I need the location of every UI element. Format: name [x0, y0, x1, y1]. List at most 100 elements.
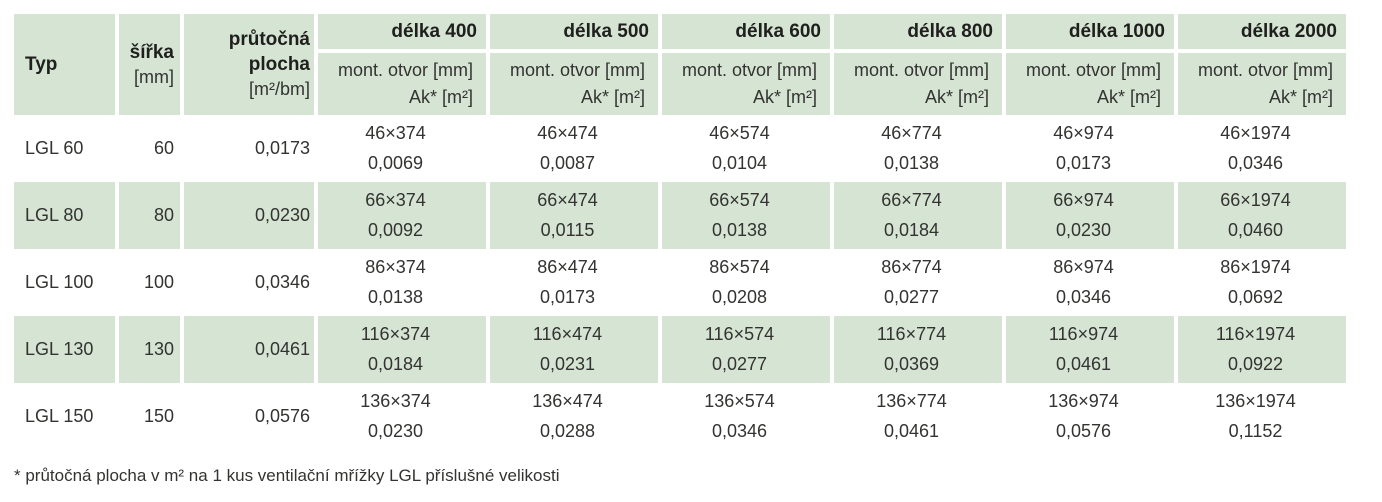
- mont-otvor-value: 66×774: [881, 190, 942, 211]
- subheader-ak: Ak* [m²]: [924, 87, 989, 108]
- ak-value: 0,0230: [1055, 219, 1112, 240]
- mont-otvor-value: 136×374: [360, 391, 431, 412]
- sirka-value: 150: [143, 406, 174, 426]
- mont-otvor-value: 66×574: [709, 190, 770, 211]
- cell-delka-800: 116×774 0,0369: [834, 316, 1002, 383]
- mont-otvor-value: 46×374: [365, 123, 426, 144]
- mont-otvor-value: 46×974: [1053, 123, 1114, 144]
- plocha-value: 0,0576: [254, 406, 310, 426]
- table-row-lgl-100: LGL 100 100 0,0346 86×374 0,0138 86×474 0,…: [14, 249, 1346, 316]
- ak-value: 0,0277: [883, 286, 940, 307]
- cell-delka-600: 86×574 0,0208: [662, 249, 830, 316]
- subheader-ak: Ak* [m²]: [580, 87, 645, 108]
- header-plocha-unit: [m²/bm]: [249, 79, 310, 99]
- subheader-ak: Ak* [m²]: [408, 87, 473, 108]
- mont-otvor-value: 66×1974: [1220, 190, 1291, 211]
- header-sirka-label: šířka: [129, 41, 174, 63]
- ak-value: 0,0692: [1227, 286, 1284, 307]
- cell-delka-2000: 46×1974 0,0346: [1178, 115, 1346, 182]
- ak-value: 0,0576: [1055, 420, 1112, 441]
- ak-value: 0,0277: [711, 353, 768, 374]
- ak-value: 0,0346: [1055, 286, 1112, 307]
- mont-otvor-value: 86×374: [365, 257, 426, 278]
- mont-otvor-value: 136×1974: [1215, 391, 1296, 412]
- header-divider: [834, 49, 1002, 53]
- subheader-ak: Ak* [m²]: [1268, 87, 1333, 108]
- mont-otvor-value: 86×574: [709, 257, 770, 278]
- typ-value: LGL 60: [25, 138, 84, 158]
- mont-otvor-value: 116×374: [360, 324, 431, 345]
- mont-otvor-value: 116×474: [532, 324, 603, 345]
- sirka-value: 60: [153, 138, 174, 158]
- mont-otvor-value: 46×474: [537, 123, 598, 144]
- cell-typ: LGL 80: [14, 182, 115, 249]
- cell-delka-2000: 66×1974 0,0460: [1178, 182, 1346, 249]
- cell-delka-2000: 136×1974 0,1152: [1178, 383, 1346, 450]
- cell-delka-600: 116×574 0,0277: [662, 316, 830, 383]
- cell-delka-400: 116×374 0,0184: [318, 316, 486, 383]
- ak-value: 0,0138: [367, 286, 424, 307]
- ak-value: 0,0184: [367, 353, 424, 374]
- header-prutocna-plocha: průtočná plocha [m²/bm]: [184, 14, 314, 115]
- delka-800-label: délka 800: [907, 20, 993, 42]
- table-row-lgl-130: LGL 130 130 0,0461 116×374 0,0184 116×474…: [14, 316, 1346, 383]
- cell-delka-400: 86×374 0,0138: [318, 249, 486, 316]
- ak-value: 0,0460: [1227, 219, 1284, 240]
- ak-value: 0,0461: [1055, 353, 1112, 374]
- subheader-mont-otvor: mont. otvor [mm]: [509, 59, 645, 80]
- cell-sirka: 80: [119, 182, 180, 249]
- cell-delka-600: 66×574 0,0138: [662, 182, 830, 249]
- ak-value: 0,0173: [539, 286, 596, 307]
- cell-typ: LGL 130: [14, 316, 115, 383]
- delka-2000-label: délka 2000: [1240, 20, 1337, 42]
- ak-value: 0,0138: [883, 152, 940, 173]
- cell-delka-400: 136×374 0,0230: [318, 383, 486, 450]
- cell-sirka: 130: [119, 316, 180, 383]
- subheader-ak: Ak* [m²]: [752, 87, 817, 108]
- sirka-value: 80: [153, 205, 174, 225]
- mont-otvor-value: 66×474: [537, 190, 598, 211]
- cell-sirka: 100: [119, 249, 180, 316]
- delka-400-label: délka 400: [391, 20, 477, 42]
- cell-delka-1000: 66×974 0,0230: [1006, 182, 1174, 249]
- ak-value: 0,0922: [1227, 353, 1284, 374]
- header-divider: [1006, 49, 1174, 53]
- subheader-mont-otvor: mont. otvor [mm]: [681, 59, 817, 80]
- ak-value: 0,1152: [1228, 420, 1283, 441]
- subheader-mont-otvor: mont. otvor [mm]: [337, 59, 473, 80]
- table-row-lgl-60: LGL 60 60 0,0173 46×374 0,0069 46×474 0,00…: [14, 115, 1346, 182]
- sirka-value: 130: [143, 339, 174, 359]
- header-typ: Typ: [14, 14, 115, 115]
- mont-otvor-value: 66×974: [1053, 190, 1114, 211]
- delka-500-label: délka 500: [563, 20, 649, 42]
- cell-delka-500: 66×474 0,0115: [490, 182, 658, 249]
- cell-delka-500: 86×474 0,0173: [490, 249, 658, 316]
- header-divider: [662, 49, 830, 53]
- ak-value: 0,0230: [367, 420, 424, 441]
- ak-value: 0,0346: [1227, 152, 1284, 173]
- ak-value: 0,0138: [711, 219, 768, 240]
- cell-delka-500: 46×474 0,0087: [490, 115, 658, 182]
- mont-otvor-value: 136×974: [1048, 391, 1119, 412]
- cell-delka-1000: 86×974 0,0346: [1006, 249, 1174, 316]
- cell-delka-800: 66×774 0,0184: [834, 182, 1002, 249]
- cell-delka-800: 136×774 0,0461: [834, 383, 1002, 450]
- cell-delka-2000: 116×1974 0,0922: [1178, 316, 1346, 383]
- cell-sirka: 150: [119, 383, 180, 450]
- ak-value: 0,0115: [540, 219, 595, 240]
- subheader-mont-otvor: mont. otvor [mm]: [1025, 59, 1161, 80]
- header-delka-600: délka 600 mont. otvor [mm] Ak* [m²]: [662, 14, 830, 115]
- cell-plocha: 0,0576: [184, 383, 314, 450]
- subheader-mont-otvor: mont. otvor [mm]: [1197, 59, 1333, 80]
- cell-delka-600: 136×574 0,0346: [662, 383, 830, 450]
- header-delka-800: délka 800 mont. otvor [mm] Ak* [m²]: [834, 14, 1002, 115]
- lgl-dimension-table: Typ šířka [mm] průtočná plocha [m²/bm] d…: [14, 14, 1346, 450]
- ak-value: 0,0288: [539, 420, 596, 441]
- cell-delka-600: 46×574 0,0104: [662, 115, 830, 182]
- header-typ-label: Typ: [25, 53, 58, 75]
- typ-value: LGL 80: [25, 205, 84, 225]
- cell-delka-500: 136×474 0,0288: [490, 383, 658, 450]
- plocha-value: 0,0461: [254, 339, 310, 359]
- ak-value: 0,0173: [1055, 152, 1112, 173]
- plocha-value: 0,0346: [254, 272, 310, 292]
